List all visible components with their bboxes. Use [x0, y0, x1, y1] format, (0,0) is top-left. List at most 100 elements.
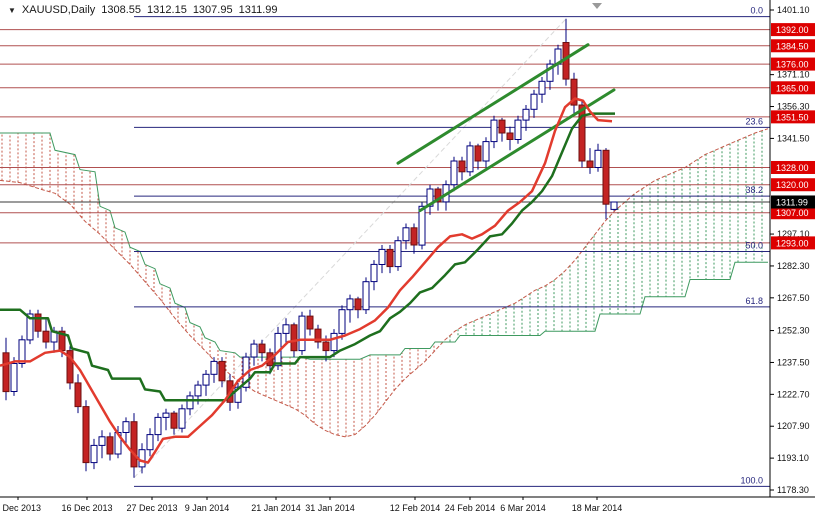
y-tick-label: 1222.70 — [777, 389, 810, 399]
price-level-badge-label: 1293.00 — [776, 238, 809, 248]
candle-body — [90, 444, 98, 464]
candle-body — [106, 436, 114, 455]
candle — [386, 245, 394, 274]
fibonacci-level-label: 61.8 — [745, 296, 763, 306]
y-tick-label: 1237.50 — [777, 357, 810, 367]
price-level-badge — [771, 178, 815, 192]
candle-body — [362, 281, 370, 311]
candle — [602, 148, 610, 220]
fibonacci-level-label: 50.0 — [745, 241, 763, 251]
candle — [458, 156, 466, 181]
candle-body — [506, 132, 514, 140]
candle-body — [10, 363, 18, 392]
trend-channel-lower-line[interactable] — [418, 88, 616, 213]
candle-body — [466, 145, 474, 173]
candle-body — [418, 205, 426, 246]
candle-body — [322, 341, 330, 352]
quote-high: 1312.15 — [147, 4, 187, 16]
candle — [426, 184, 434, 215]
kijun-green-line[interactable] — [0, 112, 615, 402]
candle — [338, 305, 346, 340]
y-tick-label: 1193.10 — [777, 453, 809, 463]
candle-body — [178, 408, 186, 429]
senkou-span-b-line — [0, 132, 768, 360]
fibonacci-level-label: 0.0 — [750, 6, 763, 16]
candle — [306, 309, 314, 336]
candle-body — [34, 313, 42, 332]
candle — [282, 318, 290, 345]
candle-body — [338, 309, 346, 334]
symbol-dropdown-icon[interactable]: ▼ — [8, 5, 16, 15]
candle-body — [42, 330, 50, 343]
candle-body — [530, 93, 538, 110]
y-tick-label: 1282.30 — [777, 261, 810, 271]
price-level-badge-label: 1328.00 — [776, 163, 809, 173]
candle — [82, 400, 90, 472]
candle-body — [490, 119, 498, 143]
candle — [42, 318, 50, 349]
candle-body — [578, 104, 586, 162]
fibonacci-level-label: 100.0 — [740, 475, 763, 485]
candle-body — [450, 160, 458, 186]
candle — [26, 309, 34, 345]
candle-body — [314, 328, 322, 343]
candle — [546, 59, 554, 90]
candle-body — [482, 141, 490, 162]
candle-body — [18, 339, 26, 364]
candle-body — [370, 263, 378, 283]
candle — [146, 428, 154, 457]
x-date-label: 27 Dec 2013 — [126, 503, 177, 513]
candle — [186, 391, 194, 416]
y-tick-label: 1341.50 — [777, 133, 810, 143]
price-level-badge — [771, 236, 815, 250]
candle-body — [570, 78, 578, 106]
candle-body — [378, 248, 386, 265]
y-tick-label: 1252.30 — [777, 326, 810, 336]
x-date-label: 18 Mar 2014 — [572, 503, 623, 513]
candle — [74, 374, 82, 414]
chart-title-bar[interactable]: ▼ XAUUSD,Daily 1308.55 1312.15 1307.95 1… — [8, 4, 278, 16]
candle — [90, 438, 98, 470]
price-level-badge-label: 1376.00 — [776, 60, 809, 70]
candle-body — [354, 298, 362, 311]
x-date-label: 31 Jan 2014 — [305, 503, 355, 513]
candle — [586, 148, 594, 174]
candle — [106, 432, 114, 461]
candle-body — [394, 240, 402, 268]
candle — [130, 413, 138, 478]
y-tick-label: 1401.10 — [777, 5, 810, 15]
candle-body — [410, 227, 418, 246]
candle — [346, 294, 354, 323]
candle — [34, 309, 42, 338]
candle-body — [546, 63, 554, 82]
candle — [514, 115, 522, 144]
candle — [450, 156, 458, 192]
trend-channel-upper-line[interactable] — [396, 43, 590, 165]
price-level-badge — [771, 160, 815, 174]
candle — [410, 223, 418, 254]
fibonacci-level-label: 38.2 — [745, 185, 763, 195]
price-level-badge-label: 1320.00 — [776, 180, 809, 190]
candle — [18, 335, 26, 368]
quote-close: 1311.99 — [238, 4, 278, 16]
candle-body — [386, 248, 394, 268]
candle-body — [594, 149, 602, 169]
price-level-badge — [771, 39, 815, 53]
x-date-label: 4 Dec 2013 — [0, 503, 41, 513]
arrow-marker[interactable] — [592, 3, 602, 9]
tenkan-red-line[interactable] — [0, 97, 613, 464]
candle-body — [298, 315, 306, 352]
candle-body — [434, 188, 442, 203]
price-level-badge — [771, 81, 815, 95]
candle — [474, 143, 482, 170]
candle — [66, 346, 74, 390]
chart-symbol-period: XAUUSD,Daily — [21, 4, 96, 16]
candle — [570, 72, 578, 114]
y-tick-label: 1267.50 — [777, 293, 810, 303]
candle — [218, 357, 226, 388]
y-tick-label: 1297.10 — [777, 229, 810, 239]
candle — [122, 417, 130, 444]
candle — [98, 430, 106, 459]
candle-body — [2, 352, 10, 393]
